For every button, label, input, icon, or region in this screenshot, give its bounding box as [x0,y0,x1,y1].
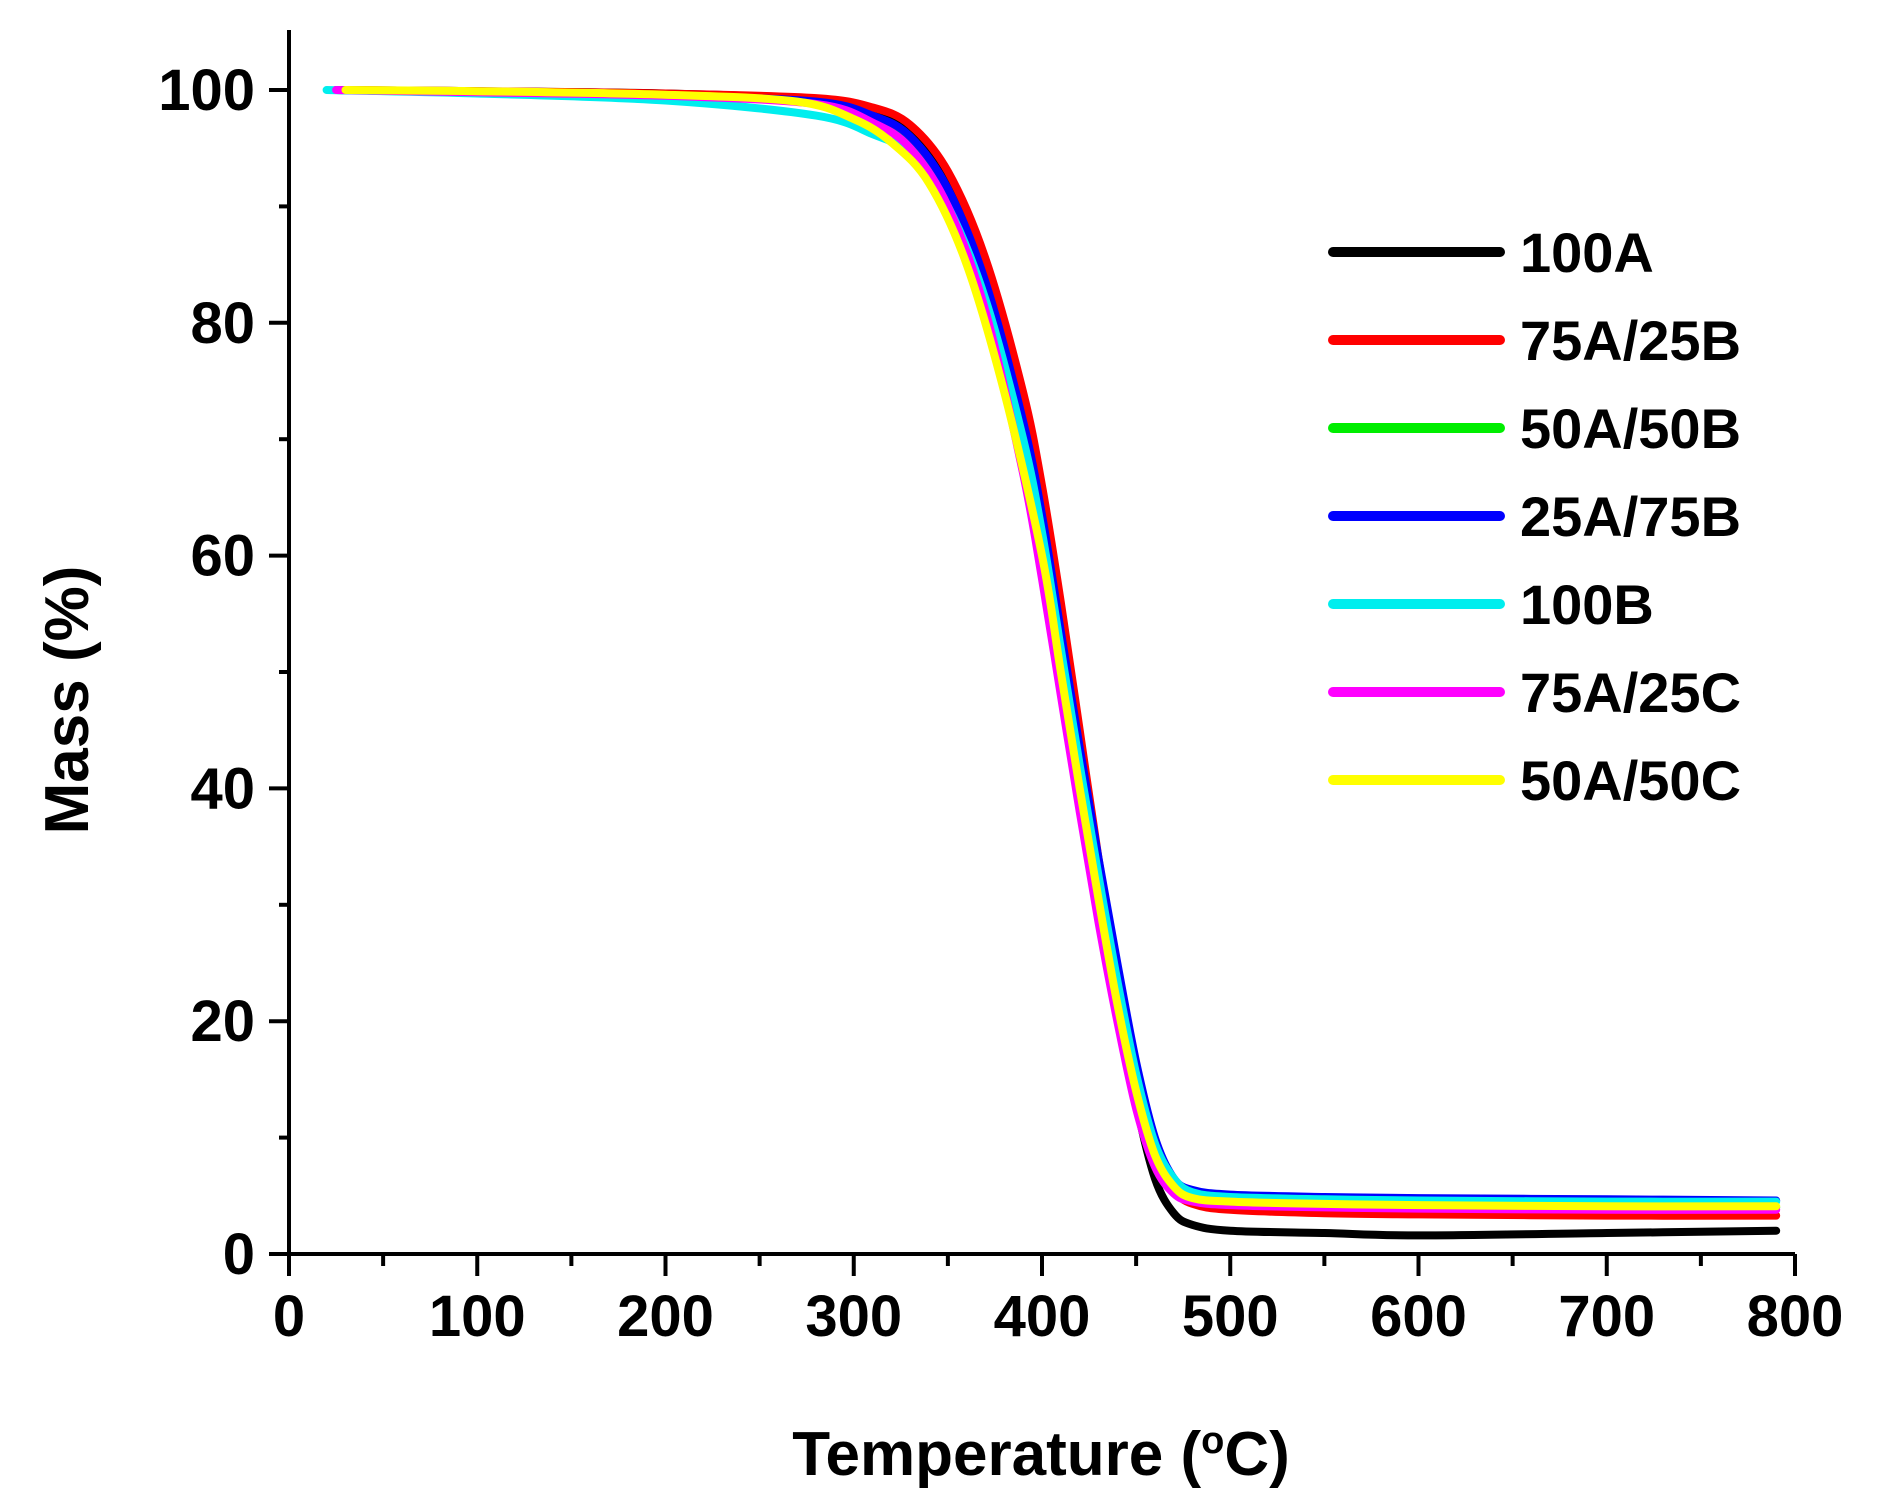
y-tick-label: 40 [190,756,255,821]
y-tick-label: 60 [190,524,255,589]
legend-label-25A-75B: 25A/75B [1520,485,1741,548]
x-tick-label: 500 [1182,1284,1279,1349]
legend-label-100B: 100B [1520,573,1654,636]
x-tick-label: 400 [994,1284,1091,1349]
x-axis-title-unit: C) [1224,1420,1289,1489]
series-line-50A-50C [341,86,1781,1211]
plot-lines [322,86,1781,1240]
y-tick-label: 0 [223,1222,255,1287]
x-tick-label: 600 [1370,1284,1467,1349]
x-tick-label: 800 [1747,1284,1844,1349]
y-axis-title: Mass (%) [33,566,102,835]
x-axis-title-degree: o [1201,1420,1224,1462]
x-tick-label: 0 [273,1284,305,1349]
y-tick-label: 20 [190,989,255,1054]
y-tick-label: 80 [190,291,255,356]
legend-label-50A-50C: 50A/50C [1520,749,1741,812]
x-axis-title: Temperature (oC) [792,1420,1289,1489]
legend-label-100A: 100A [1520,221,1654,284]
ticks: 0 100 200 300 400 500 600 700 800 0 20 40 60 80 100 [158,58,1843,1349]
legend-label-75A-25B: 75A/25B [1520,309,1741,372]
axes [287,30,1795,1276]
x-tick-label: 100 [429,1284,526,1349]
legend-label-50A-50B: 50A/50B [1520,397,1741,460]
y-tick-label: 100 [158,58,255,123]
legend-label-75A-25C: 75A/25C [1520,661,1741,724]
x-tick-label: 300 [805,1284,902,1349]
x-axis-title-main: Temperature ( [792,1420,1201,1489]
legend: 100A 75A/25B 50A/50B 25A/75B 100B 75A/25C 50A/… [1328,221,1741,812]
x-tick-label: 200 [617,1284,714,1349]
x-tick-label: 700 [1558,1284,1655,1349]
